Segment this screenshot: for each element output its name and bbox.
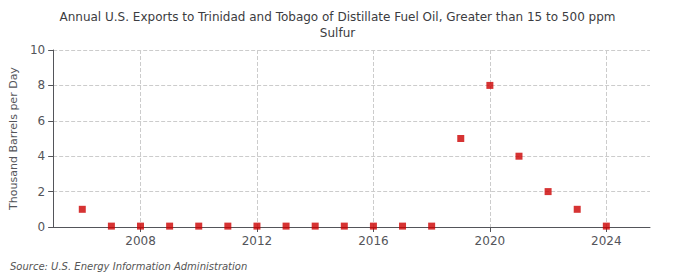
svg-text:2016: 2016 [358, 234, 389, 248]
svg-text:2008: 2008 [125, 234, 156, 248]
svg-text:Source: U.S. Energy Informatio: Source: U.S. Energy Information Administ… [10, 261, 247, 272]
svg-text:2024: 2024 [591, 234, 622, 248]
svg-text:Annual U.S. Exports to Trinida: Annual U.S. Exports to Trinidad and Toba… [59, 10, 615, 24]
svg-text:10: 10 [30, 43, 45, 57]
svg-text:Sulfur: Sulfur [320, 26, 355, 40]
svg-text:2: 2 [38, 185, 46, 199]
svg-text:Thousand Barrels per Day: Thousand Barrels per Day [7, 67, 20, 211]
svg-text:2012: 2012 [242, 234, 273, 248]
svg-text:6: 6 [38, 114, 46, 128]
svg-text:2020: 2020 [475, 234, 506, 248]
svg-text:4: 4 [38, 149, 46, 163]
svg-text:8: 8 [38, 78, 46, 92]
svg-text:0: 0 [38, 220, 46, 234]
